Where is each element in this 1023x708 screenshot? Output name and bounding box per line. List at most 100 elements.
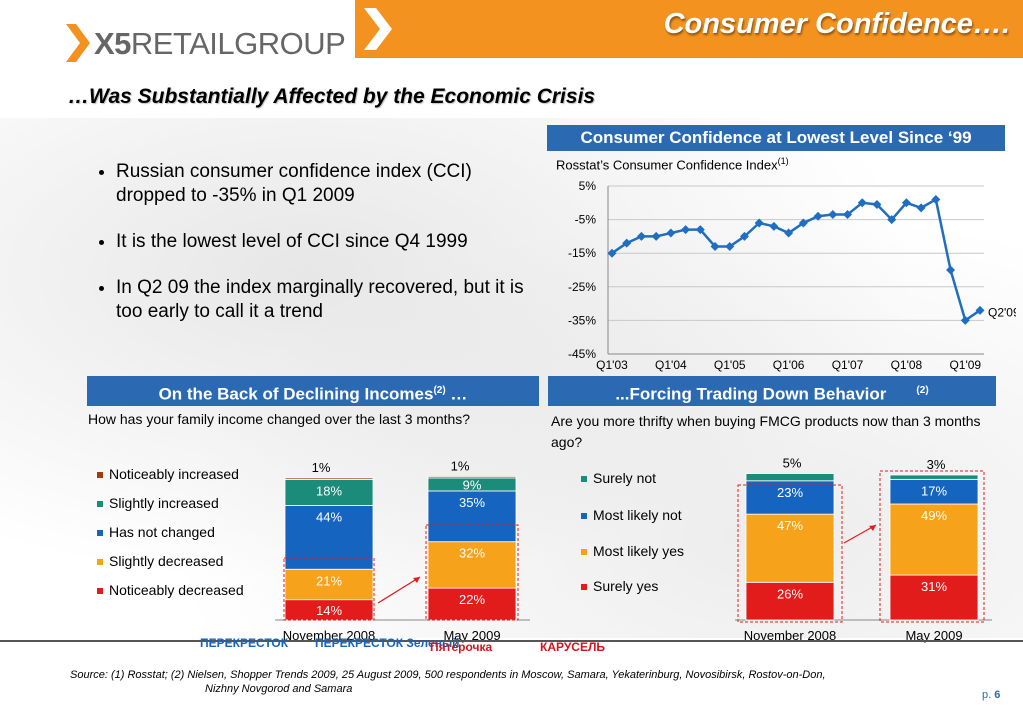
legend-most-likely-yes: Most likely yes (581, 543, 684, 559)
income-section-header: On the Back of Declining Incomes(2) … (87, 376, 539, 406)
company-logo: X5RETAILGROUP (94, 26, 346, 61)
bar-segment (427, 490, 517, 543)
page-subtitle: …Was Substantially Affected by the Econo… (68, 85, 596, 108)
data-point (607, 248, 617, 258)
data-point (857, 198, 867, 208)
cci-series-line (611, 197, 981, 323)
legend-swatch (97, 472, 103, 479)
page-number: p. 6 (982, 689, 1001, 701)
data-point (916, 203, 926, 213)
legend-swatch (581, 476, 587, 483)
page-title: Consumer Confidence…. (663, 8, 1010, 40)
brand-pyaterochka-logo: Пятёрочка (430, 640, 493, 654)
highlight-box (737, 484, 843, 623)
data-point (887, 215, 897, 225)
data-label: 18% (316, 483, 342, 498)
data-point (975, 305, 985, 315)
thrift-section-header: ...Forcing Trading Down Behavior (2) (548, 376, 996, 406)
title-chevron-icon (364, 8, 392, 50)
highlight-box (283, 557, 375, 621)
legend-slightly-decreased: Slightly decreased (97, 553, 223, 569)
x-tick-label: Q1'08 (891, 358, 923, 372)
data-label: 5% (783, 456, 802, 471)
legend-swatch (97, 588, 103, 595)
legend-surely-not: Surely not (581, 470, 656, 486)
bar-segment (889, 474, 979, 480)
y-tick-label: -35% (568, 313, 596, 327)
data-label: 35% (459, 495, 485, 510)
trend-arrow (377, 576, 421, 604)
data-point (931, 194, 941, 204)
data-point (739, 231, 749, 241)
x-tick-label: Q1'05 (714, 358, 746, 372)
y-tick-label: -25% (568, 280, 596, 294)
category-label: November 2008 (744, 628, 837, 643)
data-point (622, 238, 632, 248)
bullet-point: It is the lowest level of CCI since Q4 1… (116, 230, 536, 254)
data-point (843, 210, 853, 220)
data-point (725, 241, 735, 251)
bar-segment (427, 587, 517, 621)
bar-segment (745, 581, 835, 621)
data-point (946, 265, 956, 275)
data-point (695, 225, 705, 235)
data-point (666, 228, 676, 238)
data-label: 14% (316, 603, 342, 618)
x-tick-label: Q1'03 (596, 358, 628, 372)
data-label: 22% (459, 592, 485, 607)
arrow-head (869, 525, 876, 531)
thrift-question: Are you more thrifty when buying FMCG pr… (551, 413, 981, 450)
x-tick-label: Q1'04 (655, 358, 687, 372)
data-point (710, 241, 720, 251)
legend-swatch (97, 559, 103, 566)
highlight-box (879, 470, 985, 623)
data-label: 47% (777, 518, 803, 533)
data-label: 23% (777, 485, 803, 500)
data-point (813, 211, 823, 221)
legend-swatch (581, 549, 587, 556)
legend-noticeably-increased: Noticeably increased (97, 466, 239, 482)
x-tick-label: Q1'07 (832, 358, 864, 372)
footer-divider (0, 640, 1023, 642)
legend-most-likely-not: Most likely not (581, 507, 682, 523)
bar-segment (284, 477, 374, 480)
category-label: November 2008 (283, 628, 376, 643)
legend-swatch (581, 513, 587, 520)
income-question: How has your family income changed over … (88, 411, 471, 427)
data-label: 17% (921, 483, 947, 498)
bar-segment (745, 473, 835, 482)
data-point (784, 228, 794, 238)
data-point (754, 218, 764, 228)
bullet-point: In Q2 09 the index marginally recovered,… (116, 276, 536, 324)
data-label: 1% (451, 458, 470, 473)
cci-chart-title: Rosstat’s Consumer Confidence Index(1) (556, 156, 789, 173)
legend-has-not-changed: Has not changed (97, 524, 215, 540)
cci-line-chart: 5% -5% -15% -25% -35% -45%Q1'03 Q1'04 Q1'05 Q1'0… (568, 179, 1016, 372)
brand-karusel-logo: КАРУСЕЛЬ (540, 640, 606, 654)
bar-segment (889, 478, 979, 505)
source-note-continued: Nizhny Novgorod and Samara (205, 683, 353, 695)
data-label: 32% (459, 546, 485, 561)
logo-chevron-icon (66, 24, 90, 62)
data-point (872, 199, 882, 209)
data-label: 1% (312, 460, 331, 475)
highlight-box (425, 524, 519, 621)
bar-segment (284, 505, 374, 570)
brand-perekrestok-zeleny-logo: ПЕРЕКРЕСТОК Зеленый (315, 636, 460, 650)
y-tick-label: -45% (568, 347, 596, 361)
x-tick-label: Q1'09 (949, 358, 981, 372)
y-tick-label: -15% (568, 246, 596, 260)
bar-segment (284, 568, 374, 601)
thrift-stacked-bar-chart: 26% 47% 23% 5% November 2008 31% 49% 17% 3% May 2… (735, 456, 992, 643)
data-label: 26% (777, 586, 803, 601)
income-stacked-bar-chart: 14% 21% 44% 18% 1% November 2008 22% 32% 35% 9% 1%… (275, 458, 530, 643)
data-point (798, 218, 808, 228)
legend-swatch (97, 530, 103, 537)
bar-segment (427, 541, 517, 589)
data-label: 44% (316, 509, 342, 524)
data-point (828, 210, 838, 220)
legend-surely-yes: Surely yes (581, 578, 658, 594)
key-points: Russian consumer confidence index (CCI) … (96, 160, 536, 346)
bar-segment (889, 503, 979, 576)
y-tick-label: -5% (575, 213, 597, 227)
